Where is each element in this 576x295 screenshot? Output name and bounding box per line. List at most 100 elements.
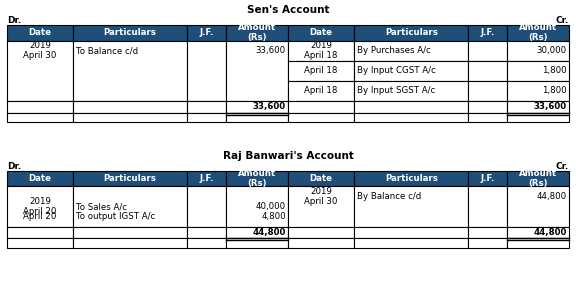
Text: By Purchases A/c: By Purchases A/c xyxy=(357,46,431,55)
Text: 33,600: 33,600 xyxy=(533,102,567,111)
Text: J.F.: J.F. xyxy=(199,28,214,37)
Bar xyxy=(73,186,187,227)
Text: J.F.: J.F. xyxy=(199,174,214,183)
Bar xyxy=(507,25,569,41)
Text: J.F.: J.F. xyxy=(480,28,495,37)
Text: By Input SGST A/c: By Input SGST A/c xyxy=(357,86,435,95)
Bar xyxy=(288,41,354,61)
Text: 40,000: 40,000 xyxy=(256,202,286,211)
Text: 4,800: 4,800 xyxy=(261,212,286,221)
Text: Amount
(Rs): Amount (Rs) xyxy=(238,169,276,188)
Text: 1,800: 1,800 xyxy=(542,66,567,75)
Bar xyxy=(288,227,354,238)
Bar xyxy=(468,81,507,101)
Bar xyxy=(507,113,569,122)
Text: 44,800: 44,800 xyxy=(533,228,567,237)
Bar xyxy=(7,238,73,248)
Bar xyxy=(468,41,507,61)
Bar xyxy=(226,186,288,227)
Bar xyxy=(468,113,507,122)
Text: To output IGST A/c: To output IGST A/c xyxy=(75,212,155,221)
Bar xyxy=(187,186,226,227)
Bar xyxy=(354,61,468,81)
Bar xyxy=(288,171,354,186)
Bar xyxy=(7,101,73,113)
Bar xyxy=(226,171,288,186)
Bar xyxy=(507,101,569,113)
Text: By Input CGST A/c: By Input CGST A/c xyxy=(357,66,435,75)
Bar xyxy=(226,238,288,248)
Text: Amount
(Rs): Amount (Rs) xyxy=(238,23,276,42)
Bar xyxy=(73,41,187,101)
Text: To Sales A/c: To Sales A/c xyxy=(75,202,127,211)
Text: 30,000: 30,000 xyxy=(537,46,567,55)
Bar xyxy=(354,101,468,113)
Text: Amount
(Rs): Amount (Rs) xyxy=(519,169,557,188)
Text: Date: Date xyxy=(28,174,51,183)
Bar xyxy=(7,186,73,227)
Bar xyxy=(187,113,226,122)
Text: Date: Date xyxy=(28,28,51,37)
Text: By Balance c/d: By Balance c/d xyxy=(357,192,421,201)
Bar xyxy=(507,171,569,186)
Bar xyxy=(468,61,507,81)
Bar xyxy=(7,227,73,238)
Text: 2019
April 30: 2019 April 30 xyxy=(304,187,338,206)
Text: 1,800: 1,800 xyxy=(542,86,567,95)
Bar xyxy=(354,113,468,122)
Text: Cr.: Cr. xyxy=(556,16,569,25)
Bar xyxy=(73,101,187,113)
Bar xyxy=(354,238,468,248)
Bar xyxy=(187,171,226,186)
Bar xyxy=(73,113,187,122)
Text: April 20: April 20 xyxy=(23,212,56,221)
Text: 33,600: 33,600 xyxy=(256,46,286,55)
Bar xyxy=(226,101,288,113)
Text: Dr.: Dr. xyxy=(7,162,21,171)
Text: Particulars: Particulars xyxy=(104,28,157,37)
Bar xyxy=(354,227,468,238)
Bar xyxy=(73,25,187,41)
Bar xyxy=(468,25,507,41)
Text: 44,800: 44,800 xyxy=(537,192,567,201)
Bar xyxy=(187,41,226,101)
Bar xyxy=(288,25,354,41)
Bar xyxy=(468,101,507,113)
Text: To Balance c/d: To Balance c/d xyxy=(75,46,138,55)
Bar xyxy=(507,81,569,101)
Bar xyxy=(354,171,468,186)
Text: April 18: April 18 xyxy=(304,86,338,95)
Bar xyxy=(187,101,226,113)
Text: 2019
April 18: 2019 April 18 xyxy=(304,41,338,60)
Text: Particulars: Particulars xyxy=(104,174,157,183)
Bar xyxy=(226,41,288,101)
Bar xyxy=(288,101,354,113)
Text: 2019
April 20: 2019 April 20 xyxy=(23,197,56,216)
Text: April 18: April 18 xyxy=(304,66,338,75)
Bar xyxy=(7,113,73,122)
Bar xyxy=(507,227,569,238)
Text: Cr.: Cr. xyxy=(556,162,569,171)
Bar xyxy=(468,171,507,186)
Bar xyxy=(507,41,569,61)
Bar xyxy=(468,186,507,227)
Bar xyxy=(7,41,73,101)
Bar xyxy=(288,186,354,227)
Bar xyxy=(288,113,354,122)
Text: www: www xyxy=(156,57,213,109)
Bar xyxy=(354,186,468,227)
Bar xyxy=(226,25,288,41)
Text: Date: Date xyxy=(309,28,332,37)
Bar xyxy=(468,238,507,248)
Text: Sen's Account: Sen's Account xyxy=(247,5,329,15)
Bar xyxy=(354,41,468,61)
Bar xyxy=(226,113,288,122)
Text: cbps..": cbps.." xyxy=(109,194,179,230)
Bar xyxy=(187,238,226,248)
Bar xyxy=(73,171,187,186)
Text: Dr.: Dr. xyxy=(7,16,21,25)
Bar xyxy=(288,81,354,101)
Bar xyxy=(226,227,288,238)
Text: 2019
April 30: 2019 April 30 xyxy=(23,41,56,60)
Bar xyxy=(187,227,226,238)
